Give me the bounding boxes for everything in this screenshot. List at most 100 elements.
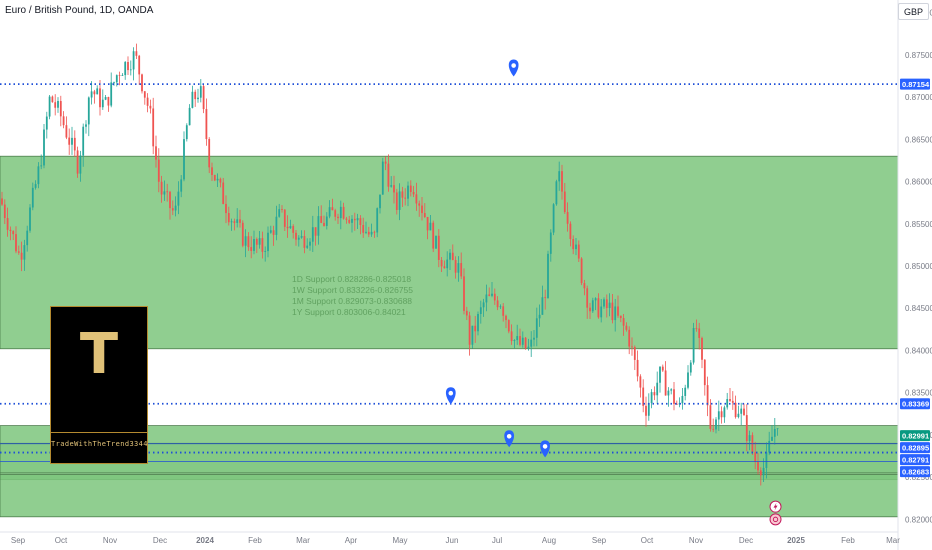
candle-body — [309, 241, 311, 246]
candle-body — [549, 232, 552, 254]
candle-body — [566, 212, 569, 224]
candle-body — [306, 245, 309, 248]
candle-body — [477, 313, 479, 332]
candle-body — [71, 137, 73, 145]
y-tick-label: 0.82000 — [905, 515, 932, 524]
candle-body — [625, 325, 628, 330]
candle-body — [393, 185, 395, 193]
dividend-event-icon — [769, 513, 782, 526]
location-pin-dot — [448, 390, 454, 396]
candle-body — [323, 222, 325, 226]
candle-body — [370, 231, 373, 235]
candle-body — [712, 428, 715, 430]
candle-body — [320, 216, 323, 223]
candle-body — [687, 372, 689, 388]
candle-body — [93, 91, 96, 95]
candle-body — [17, 251, 20, 253]
candle-body — [757, 461, 759, 471]
candle-body — [563, 191, 566, 213]
candle-body — [129, 69, 132, 71]
candle-body — [667, 390, 670, 396]
candle-body — [611, 302, 614, 321]
y-tick-label: 0.87500 — [905, 51, 932, 60]
y-tick-label: 0.86500 — [905, 135, 932, 144]
candle-body — [468, 315, 471, 345]
candle-body — [337, 216, 339, 219]
candle-body — [608, 302, 611, 309]
dividend-mark-icon — [772, 516, 779, 522]
candles-group — [1, 43, 779, 486]
x-tick-label: Nov — [689, 536, 703, 545]
candle-body — [675, 403, 678, 405]
candle-body — [491, 293, 493, 296]
candle-body — [286, 226, 289, 229]
candle-body — [104, 97, 107, 100]
candle-body — [639, 376, 642, 388]
x-tick-label: Dec — [739, 536, 753, 545]
y-tick-label: 0.84500 — [905, 304, 932, 313]
candle-body — [499, 306, 502, 308]
candle-body — [278, 209, 281, 217]
x-tick-label: Sep — [11, 536, 26, 545]
candle-body — [776, 428, 779, 430]
currency-button[interactable]: GBP — [898, 3, 929, 20]
y-tick-label: 0.83500 — [905, 389, 932, 398]
candle-body — [314, 227, 317, 236]
candle-body — [367, 231, 370, 235]
candle-body — [457, 263, 460, 273]
candle-body — [334, 210, 337, 217]
candle-body — [348, 219, 351, 223]
x-tick-label: Nov — [103, 536, 117, 545]
candle-body — [163, 191, 166, 195]
candle-body — [440, 259, 443, 267]
candle-body — [547, 253, 549, 299]
candle-body — [85, 124, 87, 127]
candle-body — [101, 99, 104, 108]
candle-body — [633, 347, 636, 360]
candle-body — [443, 266, 446, 269]
x-tick-label: Apr — [345, 536, 358, 545]
candle-body — [650, 392, 653, 404]
price-level-tag-text: 0.83369 — [902, 400, 929, 409]
x-tick-label: Oct — [55, 536, 68, 545]
candle-body — [541, 297, 544, 315]
support-note-1w: 1W Support 0.833226-0.826755 — [292, 285, 413, 295]
candle-body — [227, 213, 230, 223]
candle-body — [185, 125, 188, 140]
candle-body — [530, 339, 533, 347]
candle-body — [275, 216, 278, 235]
candle-body — [73, 137, 76, 151]
candle-body — [423, 213, 426, 218]
candle-body — [586, 288, 589, 308]
price-level-tag-text: 0.82895 — [902, 444, 929, 453]
candle-body — [342, 206, 345, 219]
candle-body — [183, 139, 185, 180]
candle-body — [239, 219, 241, 223]
candle-body — [580, 258, 583, 284]
candle-body — [23, 245, 26, 260]
candle-body — [505, 315, 507, 321]
candle-body — [152, 108, 155, 147]
candle-body — [82, 126, 85, 156]
candle-body — [631, 346, 633, 348]
candle-body — [398, 191, 401, 210]
candle-body — [171, 208, 174, 211]
candle-body — [493, 293, 496, 301]
candle-body — [463, 276, 465, 311]
candle-body — [418, 203, 421, 206]
candle-body — [54, 102, 57, 108]
candle-body — [15, 234, 17, 252]
x-tick-label: Feb — [841, 536, 855, 545]
candle-body — [653, 392, 656, 396]
x-tick-label: 2025 — [787, 536, 805, 545]
candle-body — [614, 306, 617, 321]
candle-body — [407, 185, 409, 199]
chart-title: Euro / British Pound, 1D, OANDA — [5, 5, 154, 16]
candle-body — [415, 194, 418, 204]
candle-body — [619, 315, 622, 319]
candle-body — [670, 389, 673, 391]
candle-body — [43, 129, 45, 166]
candle-body — [241, 222, 244, 246]
candle-body — [37, 166, 40, 185]
